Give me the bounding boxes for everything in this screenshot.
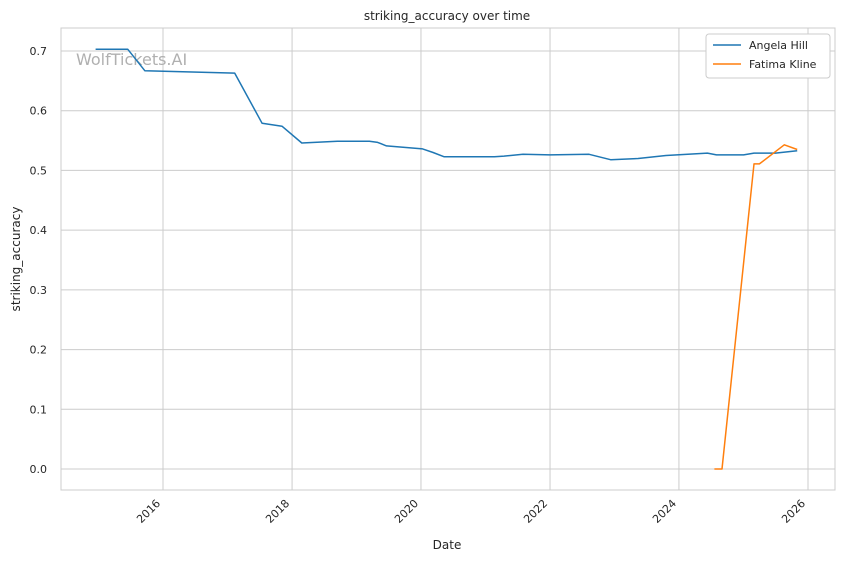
x-tick-label: 2026	[779, 497, 808, 526]
grid-lines	[61, 28, 835, 490]
watermark: WolfTickets.AI	[76, 50, 187, 69]
x-axis-label: Date	[433, 538, 462, 552]
y-tick-label: 0.2	[30, 344, 48, 357]
plot-frame	[60, 27, 836, 491]
y-tick-label: 0.3	[30, 284, 48, 297]
legend: Angela Hill Fatima Kline	[705, 33, 831, 79]
series-line-1	[714, 144, 798, 470]
y-axis-label: striking_accuracy	[9, 207, 23, 312]
x-tick-label: 2022	[521, 497, 550, 526]
y-tick-label: 0.0	[30, 463, 48, 476]
x-tick-label: 2020	[392, 497, 421, 526]
x-tick-labels: 2016 2018 2020 2022 2024 2026	[134, 497, 808, 526]
x-tick-label: 2016	[134, 497, 163, 526]
y-tick-label: 0.5	[30, 164, 48, 177]
series-layer	[95, 48, 798, 470]
y-tick-labels: 0.0 0.1 0.2 0.3 0.4 0.5 0.6 0.7	[30, 45, 48, 476]
series-line-0	[95, 48, 798, 161]
chart-title: striking_accuracy over time	[364, 9, 530, 23]
y-tick-label: 0.1	[30, 403, 48, 416]
y-tick-label: 0.4	[30, 224, 48, 237]
y-tick-label: 0.7	[30, 45, 48, 58]
legend-label-0: Angela Hill	[749, 39, 808, 52]
x-tick-label: 2018	[263, 497, 292, 526]
x-tick-label: 2024	[650, 497, 679, 526]
y-tick-label: 0.6	[30, 105, 48, 118]
legend-label-1: Fatima Kline	[749, 58, 817, 71]
